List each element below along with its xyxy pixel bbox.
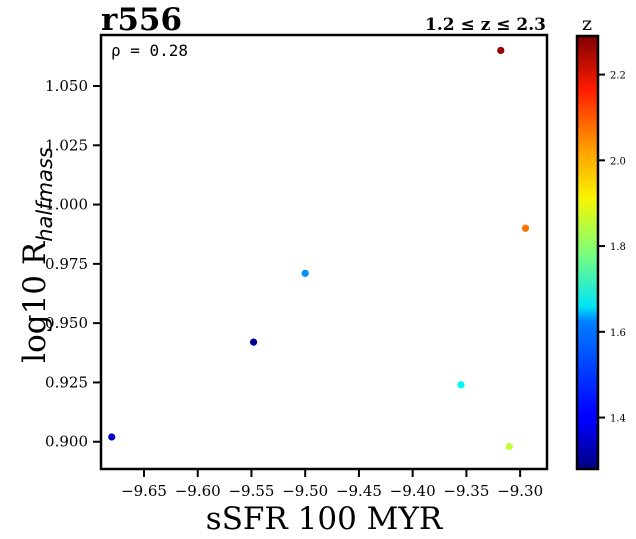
data-point: [108, 433, 116, 441]
y-tick-label: 0.950: [45, 314, 88, 332]
x-tick-label: −9.50: [282, 482, 328, 500]
chart-title: r556: [101, 2, 182, 38]
colorbar-tick-label: 1.6: [610, 328, 626, 339]
y-axis-label: log10 Rhalfmass: [17, 147, 57, 363]
y-tick-label: 0.925: [45, 373, 88, 391]
data-point: [521, 224, 530, 232]
colorbar: z 1.4 1.6 1.8 2.0 2.2: [575, 13, 626, 471]
y-axis-label-subscript: halfmass: [33, 147, 57, 242]
data-point: [457, 381, 465, 389]
plot-area: [99, 33, 549, 471]
colorbar-tick-label: 2.0: [610, 156, 626, 167]
chart-subtitle: 1.2 ≤ z ≤ 2.3: [425, 15, 546, 35]
x-tick-label: −9.45: [336, 482, 382, 500]
x-axis-label: sSFR 100 MYR: [206, 501, 444, 537]
y-tick-label: 0.975: [45, 255, 88, 273]
data-point: [301, 269, 309, 277]
x-tick-label: −9.40: [390, 482, 436, 500]
y-axis-ticks: 0.900 0.925 0.950 0.975 1.000 1.025 1.050: [45, 77, 101, 451]
y-tick-label: 0.900: [45, 433, 88, 451]
x-tick-label: −9.30: [497, 482, 543, 500]
y-tick-label: 1.050: [45, 77, 88, 95]
data-point: [497, 46, 505, 55]
colorbar-gradient: [575, 34, 600, 471]
correlation-annotation: ρ = 0.28: [111, 41, 188, 60]
x-tick-label: −9.65: [121, 482, 167, 500]
data-point: [250, 338, 258, 346]
data-points: [108, 46, 530, 451]
plot-frame: [99, 33, 549, 471]
colorbar-label: z: [582, 13, 592, 35]
colorbar-ticks: 1.4 1.6 1.8 2.0 2.2: [598, 71, 626, 425]
x-axis-ticks: −9.65 −9.60 −9.55 −9.50 −9.45 −9.40 −9.35 −9.30: [121, 469, 543, 500]
x-tick-label: −9.35: [443, 482, 489, 500]
y-tick-label: 1.000: [45, 196, 88, 214]
colorbar-tick-label: 1.4: [610, 414, 626, 425]
y-tick-label: 1.025: [45, 136, 88, 154]
x-tick-label: −9.55: [228, 482, 274, 500]
data-point: [505, 442, 513, 451]
x-tick-label: −9.60: [175, 482, 221, 500]
colorbar-tick-label: 2.2: [610, 71, 626, 82]
y-axis-label-main: log10 R: [17, 240, 53, 363]
colorbar-tick-label: 1.8: [610, 242, 626, 253]
